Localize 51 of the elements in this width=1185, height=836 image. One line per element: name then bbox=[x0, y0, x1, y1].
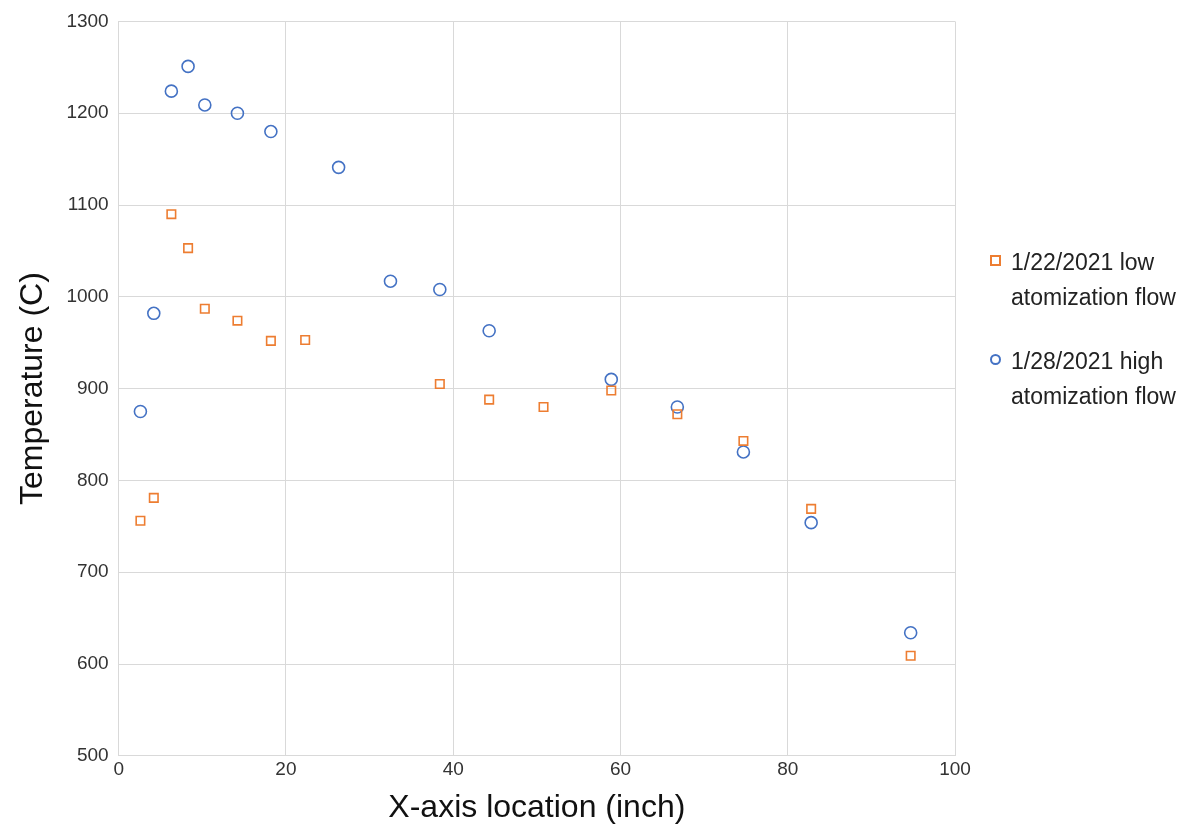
y-tick-label: 700 bbox=[76, 560, 109, 582]
point bbox=[133, 404, 148, 419]
y-tick-label: 900 bbox=[76, 376, 109, 398]
x-tick-label: 40 bbox=[442, 758, 464, 780]
point bbox=[806, 503, 817, 514]
legend-label: 1/22/2021 low atomization flow bbox=[1011, 248, 1177, 312]
y-axis-title: Temperature (C) bbox=[13, 272, 50, 506]
y-tick-label: 800 bbox=[76, 468, 109, 490]
point bbox=[484, 394, 495, 405]
y-tick-label: 1200 bbox=[66, 101, 109, 123]
point bbox=[670, 400, 685, 414]
point bbox=[434, 378, 445, 390]
point bbox=[264, 124, 278, 139]
x-tick-label: 20 bbox=[275, 758, 297, 780]
x-axis-title: X-axis location (inch) bbox=[388, 787, 686, 824]
point bbox=[164, 84, 179, 98]
point bbox=[672, 409, 683, 420]
point bbox=[606, 385, 617, 396]
point bbox=[903, 625, 918, 640]
point bbox=[538, 401, 549, 412]
point bbox=[232, 315, 243, 326]
legend-label: 1/28/2021 high atomization flow bbox=[1011, 347, 1177, 411]
x-tick-label: 60 bbox=[609, 758, 632, 780]
point bbox=[383, 274, 398, 288]
point bbox=[738, 435, 749, 446]
y-tick-label: 1000 bbox=[66, 285, 109, 307]
point bbox=[166, 209, 177, 220]
point bbox=[230, 106, 245, 120]
point bbox=[199, 303, 210, 314]
x-tick-label: 100 bbox=[939, 758, 971, 780]
point bbox=[183, 243, 194, 254]
point bbox=[265, 335, 276, 346]
x-tick-label: 80 bbox=[777, 758, 799, 780]
point bbox=[482, 323, 496, 338]
y-tick-label: 500 bbox=[76, 744, 109, 766]
y-tick-label: 600 bbox=[76, 652, 109, 674]
y-tick-label: 1100 bbox=[67, 193, 109, 215]
x-tick-label: 0 bbox=[113, 758, 124, 780]
point bbox=[804, 515, 818, 530]
point bbox=[198, 98, 212, 112]
point bbox=[146, 306, 161, 321]
point bbox=[736, 445, 751, 459]
point bbox=[135, 515, 146, 526]
point bbox=[331, 160, 346, 175]
y-tick-label: 1300 bbox=[66, 9, 109, 31]
point bbox=[148, 492, 159, 503]
point bbox=[604, 372, 619, 387]
point bbox=[905, 650, 916, 661]
point bbox=[181, 59, 195, 74]
point bbox=[300, 334, 311, 345]
point bbox=[433, 282, 447, 297]
